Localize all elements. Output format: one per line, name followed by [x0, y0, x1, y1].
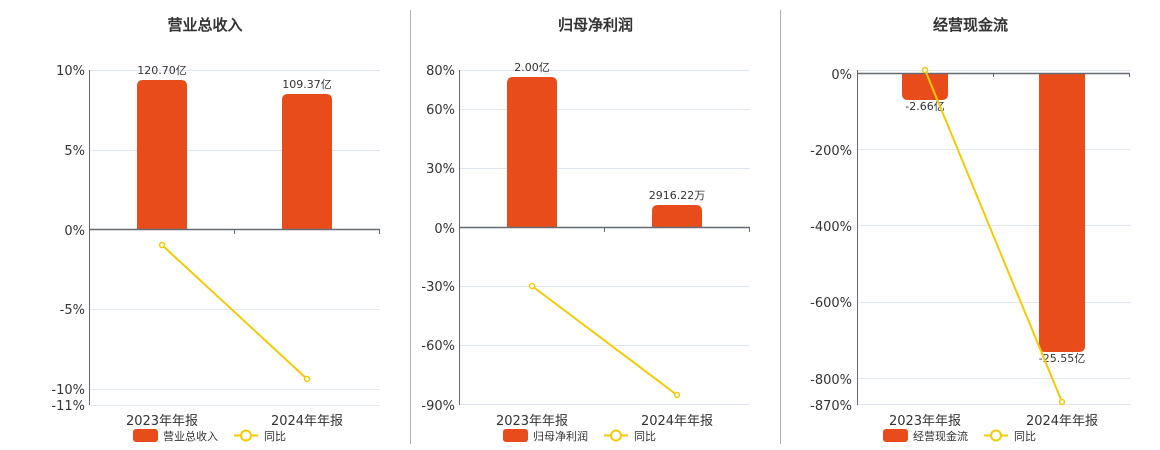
bar-2023: [507, 77, 557, 228]
svg-text:-90%: -90%: [421, 399, 455, 414]
legend-bar-swatch: [133, 429, 158, 442]
legend-line-marker: [610, 429, 622, 442]
bar-labels: 120.70亿 109.37亿: [137, 64, 332, 91]
legend-line-marker: [990, 429, 1002, 442]
svg-text:2.00亿: 2.00亿: [514, 61, 550, 74]
chart-net-profit: 80% 60% 30% 0% -30% -60% -90% 2.00亿 2916…: [421, 61, 750, 443]
svg-text:30%: 30%: [426, 162, 455, 177]
yoy-line: [528, 282, 681, 399]
svg-text:5%: 5%: [64, 144, 85, 159]
bars: [137, 80, 332, 230]
y-axis-labels: 0% -200% -400% -600% -800% -870%: [810, 68, 852, 414]
divider: [410, 10, 411, 444]
svg-text:同比: 同比: [634, 430, 656, 443]
svg-text:2023年年报: 2023年年报: [889, 414, 961, 429]
svg-text:0%: 0%: [831, 68, 852, 83]
divider: [780, 10, 781, 444]
legend-bar-swatch: [503, 429, 528, 442]
svg-text:同比: 同比: [264, 430, 286, 443]
svg-text:2916.22万: 2916.22万: [649, 189, 706, 202]
chart-panel-operating-cash-flow: 经营现金流 0% -200% -400% -600% -800% -870% -…: [781, 0, 1160, 450]
svg-text:2024年年报: 2024年年报: [1026, 414, 1098, 429]
bar-2024: [1039, 73, 1085, 352]
gridlines: [460, 70, 750, 405]
svg-text:109.37亿: 109.37亿: [282, 78, 332, 91]
svg-text:2023年年报: 2023年年报: [496, 414, 568, 429]
svg-text:-400%: -400%: [810, 220, 852, 235]
chart-revenue: 10% 5% 0% -5% -10% -11% 120.70亿 109.37亿 …: [51, 64, 380, 443]
chart-title: 归母净利润: [557, 16, 633, 34]
svg-text:营业总收入: 营业总收入: [163, 429, 218, 443]
chart-panel-revenue: 营业总收入 10% 5% 0% -5% -10% -11% 120.70亿 10…: [0, 0, 410, 450]
y-axis-labels: 80% 60% 30% 0% -30% -60% -90%: [421, 64, 455, 414]
svg-text:2023年年报: 2023年年报: [126, 414, 198, 429]
chart-operating-cash-flow: 0% -200% -400% -600% -800% -870% -2.66亿 …: [810, 66, 1130, 443]
legend: 营业总收入 同比: [133, 429, 286, 443]
legend: 经营现金流 同比: [883, 429, 1036, 443]
svg-text:60%: 60%: [426, 103, 455, 118]
bar-2023: [137, 80, 187, 230]
bars: [902, 73, 1085, 352]
x-axis-labels: 2023年年报 2024年年报: [126, 414, 343, 429]
legend-bar-swatch: [883, 429, 908, 442]
svg-text:-2.66亿: -2.66亿: [905, 100, 944, 113]
svg-text:80%: 80%: [426, 64, 455, 79]
chart-title: 营业总收入: [167, 16, 243, 34]
chart-panel-net-profit: 归母净利润 80% 60% 30% 0% -30% -60% -90% 2.: [411, 0, 780, 450]
svg-text:-870%: -870%: [810, 399, 852, 414]
yoy-line: [921, 66, 1066, 406]
svg-text:-30%: -30%: [421, 280, 455, 295]
x-axis-labels: 2023年年报 2024年年报: [889, 414, 1098, 429]
bar-2024: [282, 94, 332, 230]
bar-2024: [652, 205, 702, 228]
gridlines: [90, 70, 380, 406]
yoy-line: [158, 241, 311, 383]
svg-text:-600%: -600%: [810, 296, 852, 311]
y-axis-labels: 10% 5% 0% -5% -10% -11%: [51, 64, 85, 414]
legend-line-marker: [240, 429, 252, 442]
svg-text:10%: 10%: [56, 64, 85, 79]
svg-text:2024年年报: 2024年年报: [271, 414, 343, 429]
legend: 归母净利润 同比: [503, 429, 656, 443]
bar-2023: [902, 73, 948, 100]
svg-text:-60%: -60%: [421, 339, 455, 354]
svg-text:-5%: -5%: [60, 303, 85, 318]
svg-text:归母净利润: 归母净利润: [533, 429, 588, 443]
svg-text:2024年年报: 2024年年报: [641, 414, 713, 429]
bar-labels: -2.66亿 -25.55亿: [905, 100, 1085, 365]
bar-labels: 2.00亿 2916.22万: [514, 61, 705, 202]
svg-text:同比: 同比: [1014, 430, 1036, 443]
bars: [507, 77, 702, 228]
svg-text:0%: 0%: [64, 224, 85, 239]
svg-text:120.70亿: 120.70亿: [137, 64, 187, 77]
svg-text:-11%: -11%: [51, 399, 85, 414]
svg-text:-25.55亿: -25.55亿: [1039, 352, 1085, 365]
svg-text:-200%: -200%: [810, 144, 852, 159]
chart-title: 经营现金流: [932, 16, 1008, 34]
svg-text:-10%: -10%: [51, 383, 85, 398]
svg-text:经营现金流: 经营现金流: [913, 429, 968, 443]
svg-text:0%: 0%: [434, 222, 455, 237]
svg-text:-800%: -800%: [810, 373, 852, 388]
x-axis-labels: 2023年年报 2024年年报: [496, 414, 713, 429]
